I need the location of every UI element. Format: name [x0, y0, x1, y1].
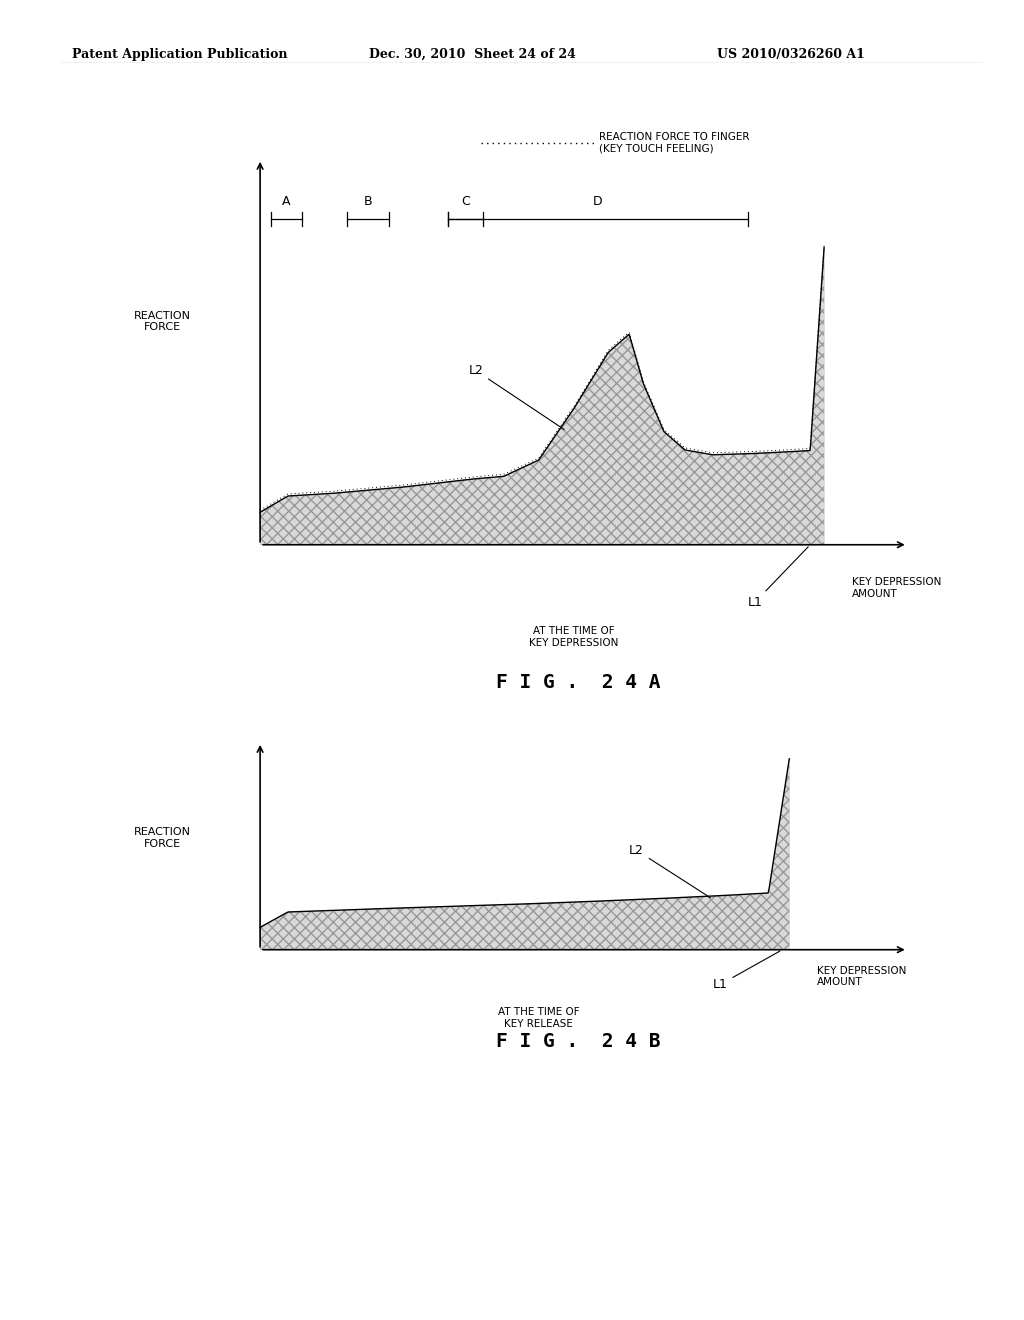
- Polygon shape: [260, 247, 824, 545]
- Text: Patent Application Publication: Patent Application Publication: [72, 48, 287, 61]
- Text: AT THE TIME OF
KEY RELEASE: AT THE TIME OF KEY RELEASE: [498, 1007, 580, 1028]
- Text: C: C: [461, 194, 470, 207]
- Text: L1: L1: [713, 952, 780, 991]
- Text: KEY DEPRESSION
AMOUNT: KEY DEPRESSION AMOUNT: [852, 577, 941, 599]
- Text: L2: L2: [469, 364, 564, 429]
- Text: B: B: [364, 194, 373, 207]
- Text: F I G .  2 4 A: F I G . 2 4 A: [497, 673, 660, 692]
- Text: D: D: [593, 194, 602, 207]
- Text: A: A: [282, 194, 291, 207]
- Text: L2: L2: [629, 843, 711, 898]
- Text: L1: L1: [748, 546, 808, 609]
- Text: KEY DEPRESSION
AMOUNT: KEY DEPRESSION AMOUNT: [817, 966, 906, 987]
- Text: REACTION
FORCE: REACTION FORCE: [133, 310, 190, 333]
- Text: US 2010/0326260 A1: US 2010/0326260 A1: [717, 48, 864, 61]
- Text: REACTION
FORCE: REACTION FORCE: [133, 828, 190, 849]
- Text: AT THE TIME OF
KEY DEPRESSION: AT THE TIME OF KEY DEPRESSION: [528, 626, 618, 648]
- Polygon shape: [260, 759, 790, 949]
- Text: F I G .  2 4 B: F I G . 2 4 B: [497, 1032, 660, 1051]
- Text: REACTION FORCE TO FINGER
(KEY TOUCH FEELING): REACTION FORCE TO FINGER (KEY TOUCH FEEL…: [599, 132, 750, 153]
- Text: Dec. 30, 2010  Sheet 24 of 24: Dec. 30, 2010 Sheet 24 of 24: [369, 48, 575, 61]
